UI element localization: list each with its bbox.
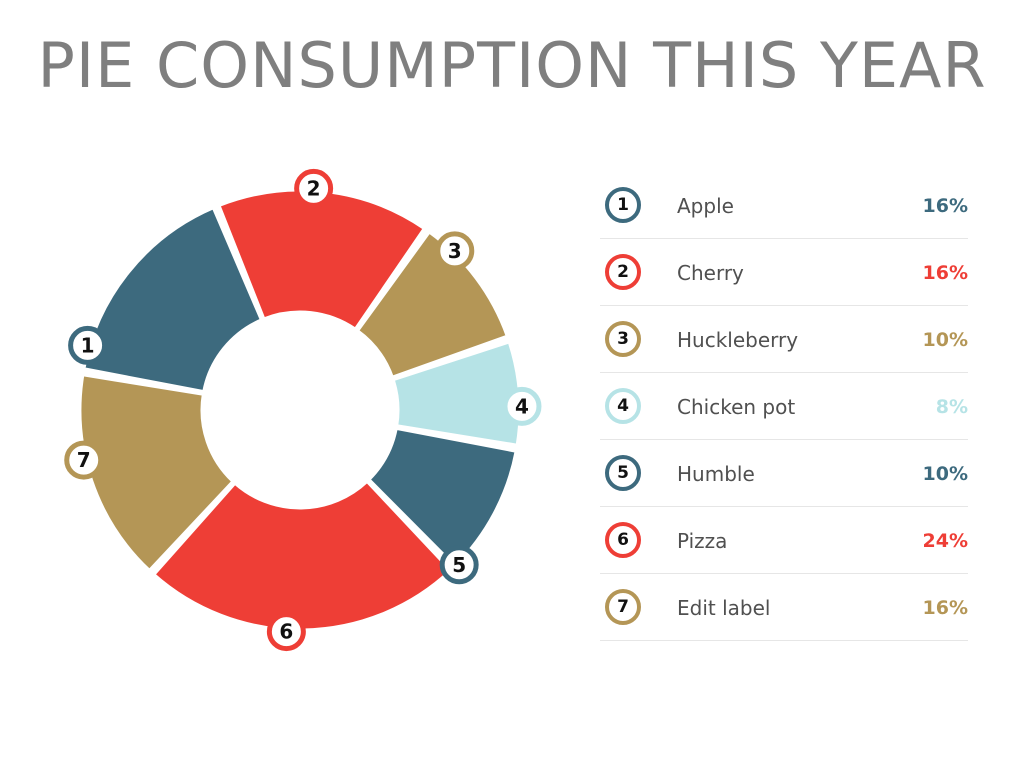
- slice-badge-number: 4: [515, 394, 529, 418]
- pie-slice-2: [217, 188, 427, 332]
- legend-value: 10%: [922, 463, 968, 485]
- legend-badge-number: 3: [617, 329, 629, 349]
- slice-badge-number: 7: [77, 448, 91, 472]
- slice-badge-4: 4: [502, 386, 542, 426]
- slice-badge-number: 2: [307, 176, 321, 200]
- slice-badge-circle: [502, 386, 542, 426]
- slice-badge-2: 2: [294, 168, 334, 208]
- slice-badge-circle: [64, 440, 104, 480]
- legend-badge: 7: [605, 589, 641, 625]
- legend-row: 6 Pizza 24%: [600, 507, 968, 574]
- slice-badge-number: 5: [452, 553, 466, 577]
- legend-row: 2 Cherry 16%: [600, 239, 968, 306]
- slice-badge-circle: [294, 168, 334, 208]
- slice-badge-circle: [439, 545, 479, 585]
- slice-badge-circle: [435, 231, 475, 271]
- legend-label: Edit label: [677, 596, 771, 620]
- legend-badge: 6: [605, 522, 641, 558]
- pie-slice-4: [391, 340, 522, 447]
- legend-row: 4 Chicken pot 8%: [600, 373, 968, 440]
- legend-label: Pizza: [677, 529, 728, 553]
- legend-row: 3 Huckleberry 10%: [600, 306, 968, 373]
- donut-chart: 1 2 3 4 5 6 7: [40, 150, 560, 670]
- legend-value: 24%: [922, 530, 968, 552]
- legend-label: Chicken pot: [677, 395, 796, 419]
- legend-value: 10%: [922, 329, 968, 351]
- slice-badge-1: 1: [68, 325, 108, 365]
- legend-badge-number: 2: [617, 262, 629, 282]
- legend-badge-number: 7: [617, 597, 629, 617]
- pie-slice-7: [78, 373, 236, 573]
- chart-title: PIE CONSUMPTION THIS YEAR: [37, 29, 987, 102]
- legend-badge-number: 1: [617, 195, 629, 215]
- legend-row: 7 Edit label 16%: [600, 574, 968, 641]
- legend-row: 5 Humble 10%: [600, 440, 968, 507]
- legend-label: Humble: [677, 462, 755, 486]
- slice-badge-5: 5: [439, 545, 479, 585]
- legend-label: Apple: [677, 194, 734, 218]
- donut-chart-svg: 1 2 3 4 5 6 7: [64, 168, 542, 652]
- legend-badge: 1: [605, 187, 641, 223]
- pie-slice-1: [82, 205, 264, 394]
- legend-badge-number: 6: [617, 530, 629, 550]
- slice-badge-6: 6: [266, 612, 306, 652]
- legend-value: 16%: [922, 195, 968, 217]
- pie-slice-6: [151, 479, 453, 632]
- legend-value: 16%: [922, 262, 968, 284]
- slice-badge-7: 7: [64, 440, 104, 480]
- legend-value: 8%: [935, 396, 968, 418]
- legend-badge: 4: [605, 388, 641, 424]
- slice-badge-number: 3: [448, 239, 462, 263]
- legend-badge-number: 5: [617, 463, 629, 483]
- legend-label: Huckleberry: [677, 328, 799, 352]
- legend: 1 Apple 16% 2 Cherry 16% 3 Huckleberry 10% 4 Chick…: [600, 172, 968, 641]
- legend-badge: 3: [605, 321, 641, 357]
- slice-badge-number: 1: [81, 333, 95, 357]
- badges-layer: 1 2 3 4 5 6 7: [64, 168, 542, 652]
- slice-badge-number: 6: [279, 620, 293, 644]
- legend-badge-number: 4: [617, 396, 629, 416]
- legend-value: 16%: [922, 597, 968, 619]
- legend-label: Cherry: [677, 261, 744, 285]
- slice-badge-circle: [68, 325, 108, 365]
- slice-badge-circle: [266, 612, 306, 652]
- legend-badge: 5: [605, 455, 641, 491]
- slice-badge-3: 3: [435, 231, 475, 271]
- legend-badge: 2: [605, 254, 641, 290]
- legend-row: 1 Apple 16%: [600, 172, 968, 239]
